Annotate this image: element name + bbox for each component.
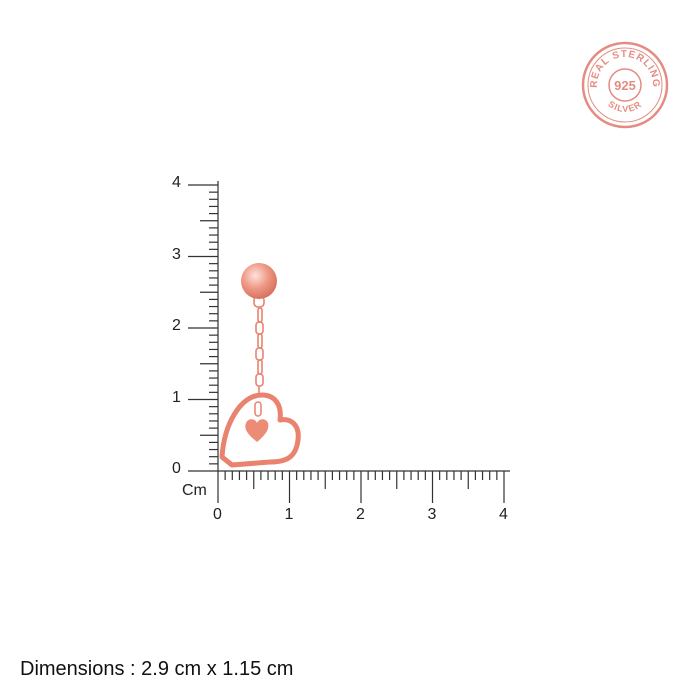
chain <box>253 295 265 395</box>
earring-image <box>219 263 301 468</box>
x-tick-label: 3 <box>427 506 437 523</box>
heart-charm <box>245 419 269 442</box>
dimensions-value: 2.9 cm x 1.15 cm <box>141 658 294 680</box>
y-tick-label: 1 <box>172 388 181 406</box>
x-tick-label: 2 <box>356 506 365 523</box>
x-tick-label: 1 <box>284 506 294 523</box>
svg-text:SILVER: SILVER <box>606 99 643 114</box>
ball-stud <box>241 263 277 299</box>
unit-label: Cm <box>182 482 207 499</box>
dimensions-label: Dimensions : <box>20 658 136 680</box>
dimensions-caption: Dimensions : 2.9 cm x 1.15 cm <box>20 658 293 681</box>
x-tick-label: 4 <box>499 506 508 523</box>
svg-text:925: 925 <box>614 78 636 93</box>
y-tick-label: 2 <box>172 317 181 334</box>
y-tick-label: 0 <box>172 460 181 477</box>
y-tick-label: 3 <box>172 245 181 263</box>
heart-outline <box>219 392 301 468</box>
sterling-silver-badge: REAL STERLING SILVER 925 <box>581 41 669 129</box>
y-tick-label: 4 <box>172 174 181 191</box>
ruler <box>188 181 510 503</box>
x-tick-label: 0 <box>213 506 222 523</box>
